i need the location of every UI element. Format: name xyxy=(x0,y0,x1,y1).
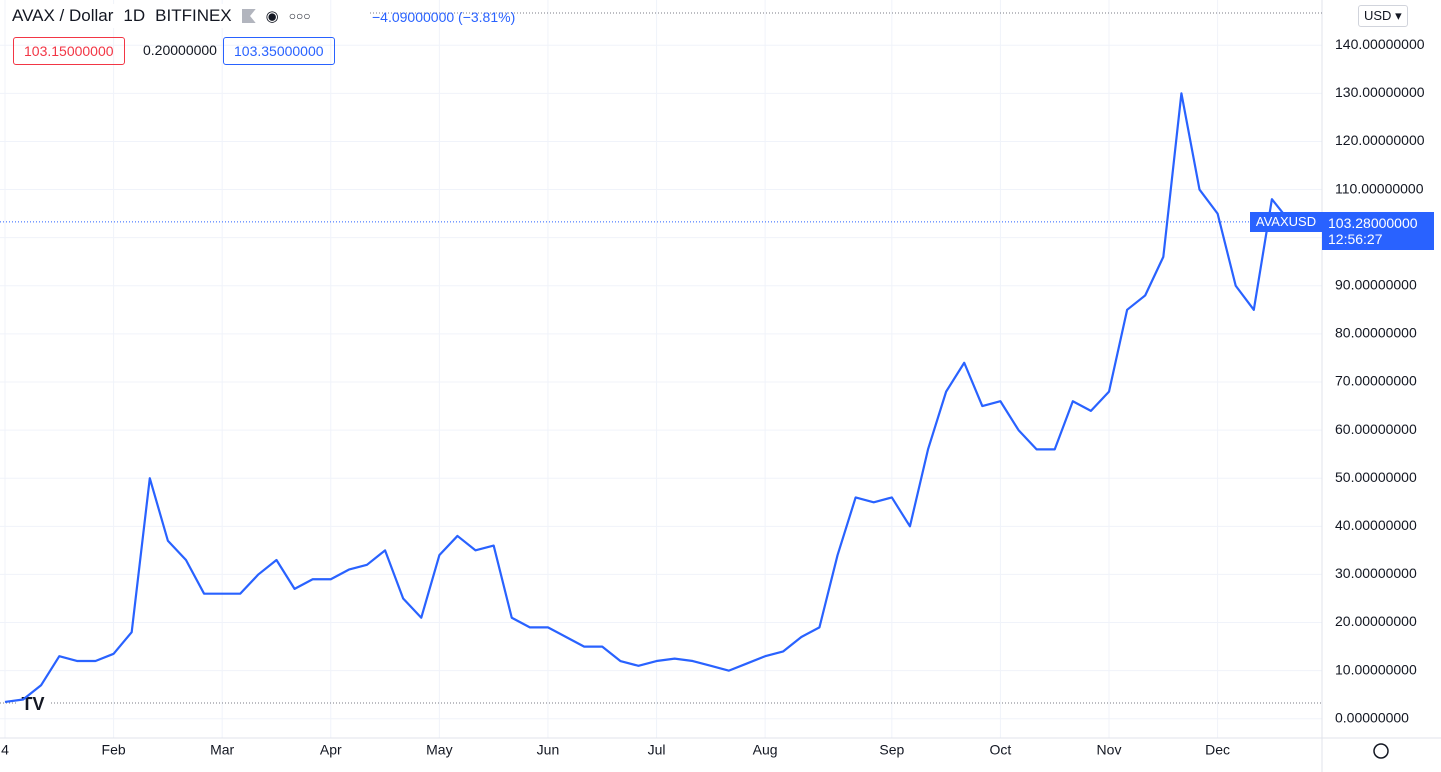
eye-icon[interactable]: ◉ xyxy=(265,8,279,25)
x-tick-label: Apr xyxy=(320,742,342,758)
x-tick-label: May xyxy=(426,742,452,758)
x-tick-label: 4 xyxy=(1,742,9,758)
countdown: 12:56:27 xyxy=(1328,230,1383,247)
y-tick-label: 110.00000000 xyxy=(1335,180,1424,196)
y-tick-label: 130.00000000 xyxy=(1335,84,1425,100)
svg-text:TV: TV xyxy=(21,694,44,714)
more-icon[interactable]: ○○○ xyxy=(288,9,311,23)
price-line-series xyxy=(4,92,1291,704)
x-tick-label: Oct xyxy=(990,742,1012,758)
currency[interactable]: USD ▾ xyxy=(1358,5,1408,27)
bid[interactable]: 103.15000000 xyxy=(13,37,125,65)
price-label: 103.28000000 12:56:27 xyxy=(1322,211,1434,250)
x-tick-label: Sep xyxy=(879,742,904,758)
settings-icon[interactable] xyxy=(1373,743,1389,759)
y-tick-label: 0.00000000 xyxy=(1335,709,1409,725)
y-tick-label: 140.00000000 xyxy=(1335,36,1425,52)
ask[interactable]: 103.35000000 xyxy=(223,37,335,65)
y-tick-label: 20.00000000 xyxy=(1335,613,1417,629)
spread: 0.20000000 xyxy=(143,42,217,58)
x-tick-label: Feb xyxy=(102,742,126,758)
x-tick-label: Mar xyxy=(210,742,234,758)
exchange: BITFINEX xyxy=(155,6,232,25)
x-tick-label: Dec xyxy=(1205,742,1230,758)
x-tick-label: Nov xyxy=(1097,742,1122,758)
y-tick-label: 30.00000000 xyxy=(1335,565,1417,581)
tv-logo: TV xyxy=(16,690,50,718)
interval: 1D xyxy=(123,6,146,25)
x-tick-label: Jun xyxy=(537,742,560,758)
price-name: AVAXUSD xyxy=(1250,211,1322,232)
change: −4.09000000 (−3.81%) xyxy=(372,9,516,25)
symbol: AVAX / Dollar xyxy=(12,6,114,25)
y-tick-label: 10.00000000 xyxy=(1335,661,1417,677)
symbol-header: AVAX / Dollar 1D BITFINEX ◉ ○○○ xyxy=(6,4,317,28)
y-tick-label: 70.00000000 xyxy=(1335,373,1417,389)
x-tick-label: Aug xyxy=(753,742,778,758)
y-tick-label: 90.00000000 xyxy=(1335,276,1417,292)
x-tick-label: Jul xyxy=(648,742,666,758)
y-tick-label: 80.00000000 xyxy=(1335,325,1417,341)
y-tick-label: 50.00000000 xyxy=(1335,469,1417,485)
y-tick-label: 60.00000000 xyxy=(1335,421,1417,437)
y-tick-label: 120.00000000 xyxy=(1335,132,1425,148)
flag-icon[interactable] xyxy=(241,9,256,23)
price: 103.28000000 xyxy=(1328,214,1418,231)
y-tick-label: 40.00000000 xyxy=(1335,517,1417,533)
currency-text: USD xyxy=(1364,8,1392,23)
